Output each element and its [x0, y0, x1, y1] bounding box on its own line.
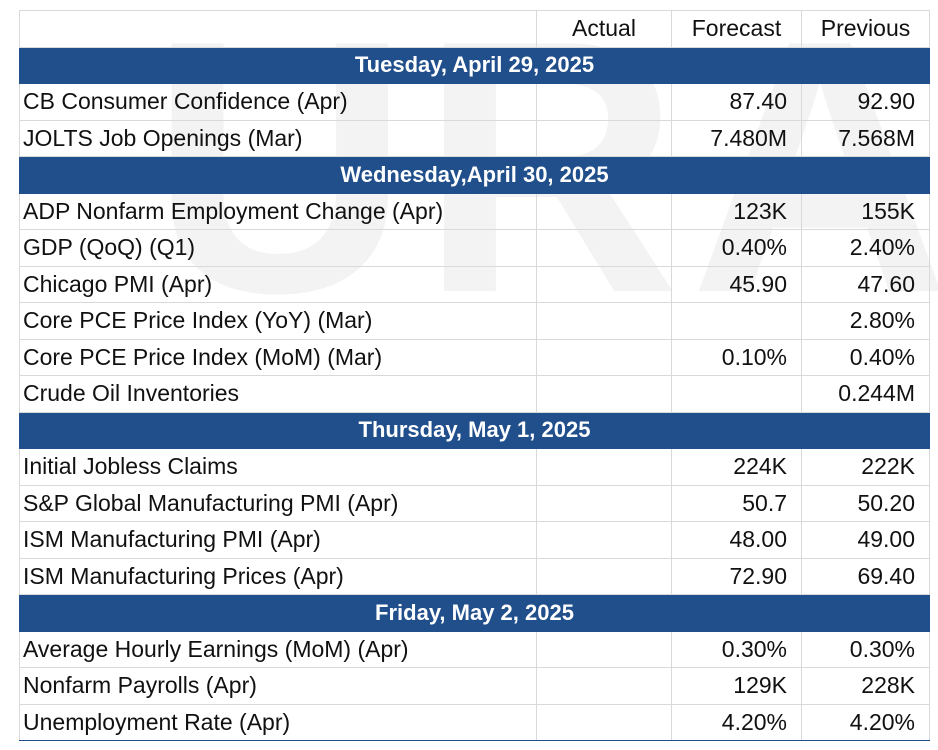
- event-name: Nonfarm Payrolls (Apr): [19, 667, 537, 705]
- previous-value: 228K: [801, 667, 930, 705]
- event-row: JOLTS Job Openings (Mar) 7.480M 7.568M: [19, 119, 930, 157]
- previous-value: 155K: [801, 192, 930, 230]
- forecast-value: 50.7: [671, 484, 802, 522]
- forecast-value: 87.40: [671, 83, 802, 121]
- event-name: Core PCE Price Index (YoY) (Mar): [19, 302, 537, 340]
- event-name: ISM Manufacturing Prices (Apr): [19, 557, 537, 595]
- event-name: Unemployment Rate (Apr): [19, 703, 537, 741]
- actual-value: [536, 192, 672, 230]
- event-row: GDP (QoQ) (Q1) 0.40% 2.40%: [19, 229, 930, 267]
- previous-value: 2.40%: [801, 229, 930, 267]
- event-name: Crude Oil Inventories: [19, 375, 537, 413]
- event-row: Core PCE Price Index (YoY) (Mar) 2.80%: [19, 302, 930, 340]
- header-event: [19, 10, 537, 48]
- previous-value: 0.30%: [801, 630, 930, 668]
- actual-value: [536, 557, 672, 595]
- actual-value: [536, 667, 672, 705]
- event-row: Nonfarm Payrolls (Apr) 129K 228K: [19, 667, 930, 705]
- day-title: Friday, May 2, 2025: [19, 594, 930, 632]
- previous-value: 2.80%: [801, 302, 930, 340]
- event-row: S&P Global Manufacturing PMI (Apr) 50.7 50…: [19, 484, 930, 522]
- day-header-row: Tuesday, April 29, 2025: [19, 46, 930, 84]
- event-name: Chicago PMI (Apr): [19, 265, 537, 303]
- day-header-row: Wednesday,April 30, 2025: [19, 156, 930, 194]
- forecast-value: 7.480M: [671, 119, 802, 157]
- actual-value: [536, 229, 672, 267]
- forecast-value: 129K: [671, 667, 802, 705]
- event-row: Core PCE Price Index (MoM) (Mar) 0.10% 0.4…: [19, 338, 930, 376]
- actual-value: [536, 83, 672, 121]
- event-name: Initial Jobless Claims: [19, 448, 537, 486]
- actual-value: [536, 302, 672, 340]
- event-name: CB Consumer Confidence (Apr): [19, 83, 537, 121]
- forecast-value: [671, 375, 802, 413]
- header-forecast: Forecast: [671, 10, 802, 48]
- event-row: Unemployment Rate (Apr) 4.20% 4.20%: [19, 703, 930, 741]
- event-row: Initial Jobless Claims 224K 222K: [19, 448, 930, 486]
- actual-value: [536, 703, 672, 741]
- event-name: Core PCE Price Index (MoM) (Mar): [19, 338, 537, 376]
- economic-calendar-table: Actual Forecast Previous Tuesday, April …: [19, 10, 930, 741]
- previous-value: 4.20%: [801, 703, 930, 741]
- forecast-value: 4.20%: [671, 703, 802, 741]
- actual-value: [536, 119, 672, 157]
- forecast-value: 0.40%: [671, 229, 802, 267]
- forecast-value: 123K: [671, 192, 802, 230]
- previous-value: 47.60: [801, 265, 930, 303]
- event-row: ISM Manufacturing Prices (Apr) 72.90 69.40: [19, 557, 930, 595]
- actual-value: [536, 521, 672, 559]
- event-row: ISM Manufacturing PMI (Apr) 48.00 49.00: [19, 521, 930, 559]
- event-name: ISM Manufacturing PMI (Apr): [19, 521, 537, 559]
- event-name: S&P Global Manufacturing PMI (Apr): [19, 484, 537, 522]
- previous-value: 49.00: [801, 521, 930, 559]
- previous-value: 7.568M: [801, 119, 930, 157]
- forecast-value: 72.90: [671, 557, 802, 595]
- forecast-value: 0.10%: [671, 338, 802, 376]
- day-title: Thursday, May 1, 2025: [19, 411, 930, 449]
- event-row: Average Hourly Earnings (MoM) (Apr) 0.30%…: [19, 630, 930, 668]
- event-name: ADP Nonfarm Employment Change (Apr): [19, 192, 537, 230]
- header-actual: Actual: [536, 10, 672, 48]
- day-title: Wednesday,April 30, 2025: [19, 156, 930, 194]
- day-header-row: Friday, May 2, 2025: [19, 594, 930, 632]
- previous-value: 0.244M: [801, 375, 930, 413]
- event-name: GDP (QoQ) (Q1): [19, 229, 537, 267]
- calendar-body: Tuesday, April 29, 2025 CB Consumer Confi…: [19, 46, 930, 741]
- day-title: Tuesday, April 29, 2025: [19, 46, 930, 84]
- forecast-value: [671, 302, 802, 340]
- actual-value: [536, 448, 672, 486]
- actual-value: [536, 484, 672, 522]
- previous-value: 222K: [801, 448, 930, 486]
- day-header-row: Thursday, May 1, 2025: [19, 411, 930, 449]
- column-header-row: Actual Forecast Previous: [19, 10, 930, 48]
- event-row: CB Consumer Confidence (Apr) 87.40 92.90: [19, 83, 930, 121]
- previous-value: 69.40: [801, 557, 930, 595]
- previous-value: 50.20: [801, 484, 930, 522]
- actual-value: [536, 630, 672, 668]
- forecast-value: 45.90: [671, 265, 802, 303]
- previous-value: 0.40%: [801, 338, 930, 376]
- header-previous: Previous: [801, 10, 930, 48]
- event-name: JOLTS Job Openings (Mar): [19, 119, 537, 157]
- event-row: Crude Oil Inventories 0.244M: [19, 375, 930, 413]
- event-row: Chicago PMI (Apr) 45.90 47.60: [19, 265, 930, 303]
- event-name: Average Hourly Earnings (MoM) (Apr): [19, 630, 537, 668]
- actual-value: [536, 265, 672, 303]
- previous-value: 92.90: [801, 83, 930, 121]
- actual-value: [536, 375, 672, 413]
- forecast-value: 0.30%: [671, 630, 802, 668]
- event-row: ADP Nonfarm Employment Change (Apr) 123K 1…: [19, 192, 930, 230]
- forecast-value: 48.00: [671, 521, 802, 559]
- forecast-value: 224K: [671, 448, 802, 486]
- actual-value: [536, 338, 672, 376]
